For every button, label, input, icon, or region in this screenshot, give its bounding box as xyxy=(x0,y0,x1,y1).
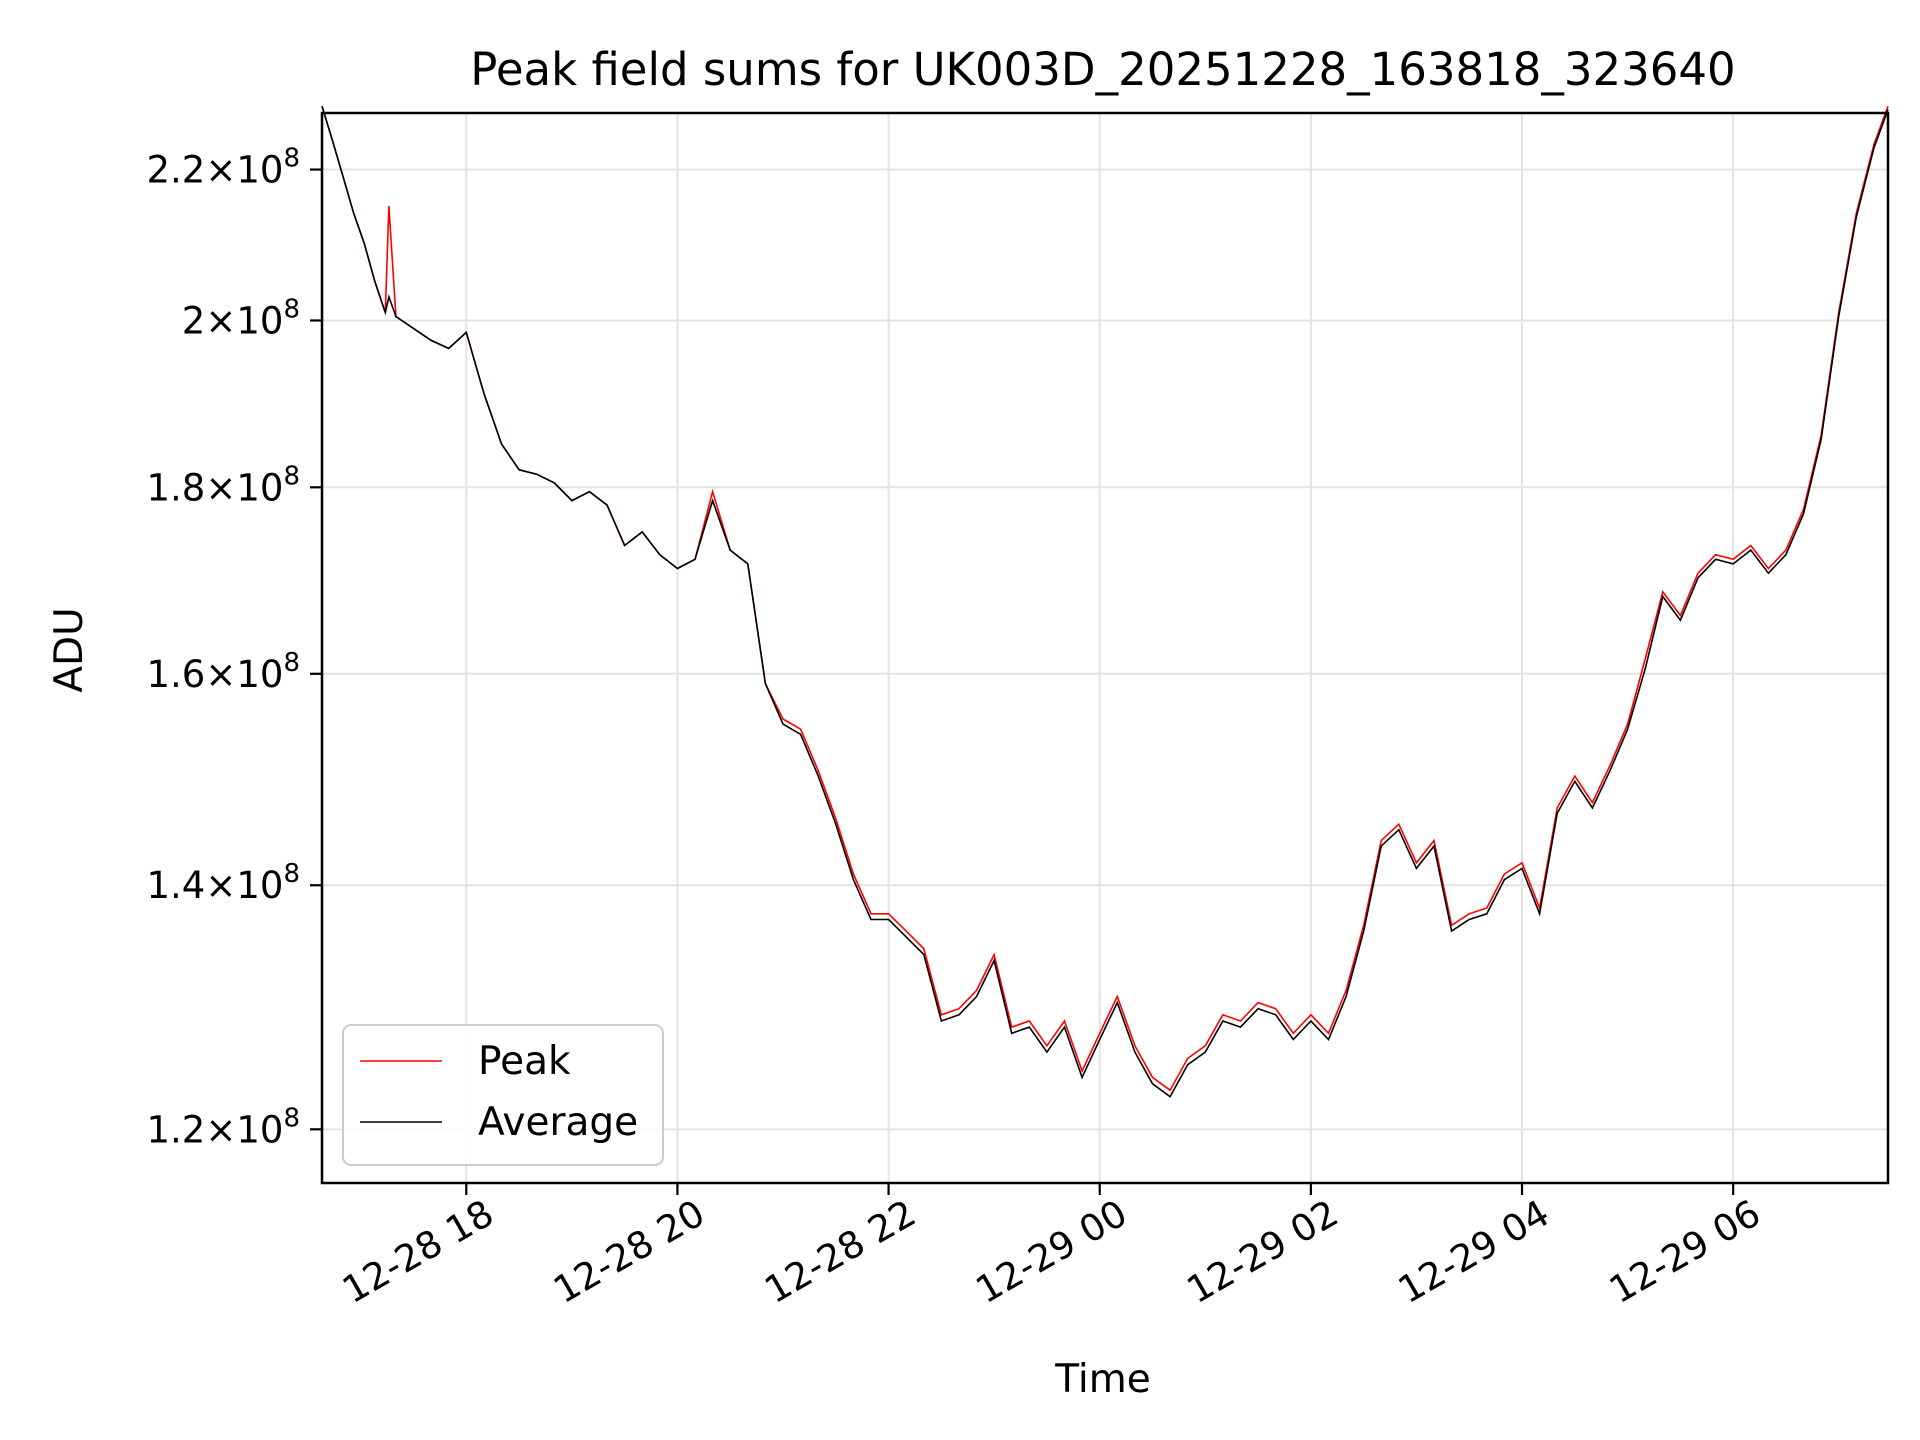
legend-box xyxy=(342,1024,664,1166)
y-tick-base: 10 xyxy=(236,1108,283,1151)
series-layer xyxy=(321,105,1889,1098)
y-tick-times-sign: × xyxy=(205,653,236,696)
y-tick-times-sign: × xyxy=(205,466,236,509)
y-tick-label: 1.8×108 xyxy=(147,461,301,509)
y-tick-mantissa: 2 xyxy=(182,299,206,342)
y-tick-label: 1.6×108 xyxy=(147,648,301,696)
y-tick-mantissa: 1.4 xyxy=(147,864,206,907)
series-line-average xyxy=(321,105,1889,1098)
y-tick-label: 1.2×108 xyxy=(147,1103,301,1151)
y-tick-label: 2.2×108 xyxy=(147,144,301,192)
y-tick-base: 10 xyxy=(236,653,283,696)
y-tick-times-sign: × xyxy=(205,864,236,907)
y-tick-label: 2×108 xyxy=(182,294,300,342)
y-tick-exponent: 8 xyxy=(283,294,300,324)
x-axis-label: Time xyxy=(1054,1357,1150,1402)
y-tick-base: 10 xyxy=(236,864,283,907)
legend: Peak Average xyxy=(342,1024,664,1166)
y-tick-exponent: 8 xyxy=(283,461,300,491)
y-tick-exponent: 8 xyxy=(283,1103,300,1133)
plot-frame xyxy=(320,111,1890,1185)
y-tick-mantissa: 2.2 xyxy=(147,149,206,192)
y-tick-times-sign: × xyxy=(205,149,236,192)
y-axis-label: ADU xyxy=(47,607,92,692)
grid xyxy=(322,113,1888,1183)
y-tick-exponent: 8 xyxy=(283,144,300,174)
y-tick-times-sign: × xyxy=(205,299,236,342)
legend-label-average: Average xyxy=(478,1100,638,1145)
y-tick-mantissa: 1.2 xyxy=(147,1108,206,1151)
y-tick-mantissa: 1.8 xyxy=(147,466,206,509)
y-tick-base: 10 xyxy=(236,466,283,509)
y-tick-mantissa: 1.6 xyxy=(147,653,206,696)
y-tick-exponent: 8 xyxy=(283,648,300,678)
y-tick-exponent: 8 xyxy=(283,859,300,889)
y-tick-label: 1.4×108 xyxy=(147,859,301,907)
y-tick-base: 10 xyxy=(236,149,283,192)
legend-label-peak: Peak xyxy=(478,1039,571,1084)
y-tick-base: 10 xyxy=(236,299,283,342)
y-tick-times-sign: × xyxy=(205,1108,236,1151)
chart-title: Peak field sums for UK003D_20251228_1638… xyxy=(470,43,1735,96)
